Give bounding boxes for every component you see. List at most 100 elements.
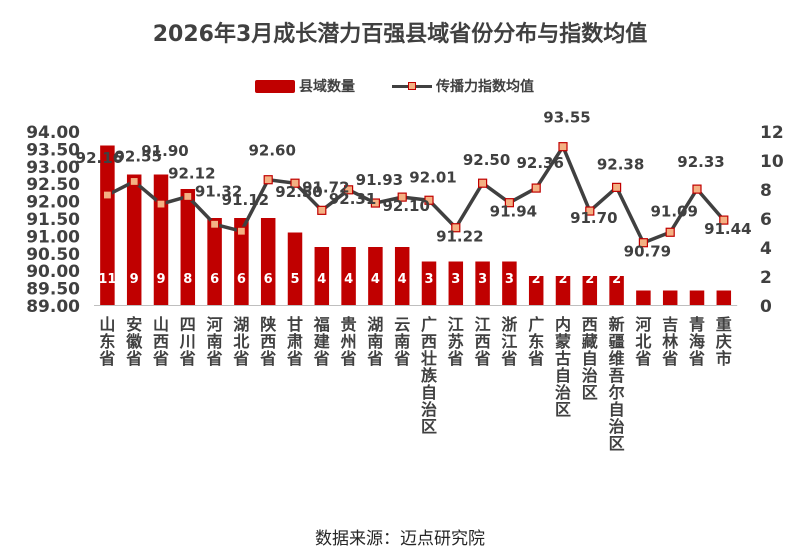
bar xyxy=(100,145,115,305)
bar-value-label: 9 xyxy=(156,272,165,287)
line-point xyxy=(370,198,380,208)
line-point xyxy=(156,199,166,209)
legend-item-line: 传播力指数均值 xyxy=(392,76,534,96)
right-axis-tick-label: 0 xyxy=(760,297,772,317)
bar xyxy=(609,276,624,305)
bar-value-label: 6 xyxy=(237,272,246,287)
bar xyxy=(314,247,330,305)
bar xyxy=(636,290,651,305)
x-tick-label: 甘肃省 xyxy=(286,315,303,368)
bar-value-label: 3 xyxy=(424,272,433,287)
line-point xyxy=(719,215,729,225)
left-axis-tick-label: 91.00 xyxy=(26,227,80,247)
left-axis-tick-label: 92.00 xyxy=(26,193,80,213)
line-point xyxy=(236,226,246,236)
bar xyxy=(287,232,303,305)
bar xyxy=(394,247,410,305)
right-axis-tick-label: 10 xyxy=(760,152,784,172)
bar xyxy=(502,261,517,305)
line-point xyxy=(692,184,702,194)
bar-value-label: 1 xyxy=(666,272,675,287)
x-tick-label: 河南省 xyxy=(206,315,223,368)
legend: 县域数量 传播力指数均值 xyxy=(0,76,800,98)
line-point xyxy=(504,198,514,208)
line-value-label: 93.55 xyxy=(543,109,590,127)
line-value-label: 92.55 xyxy=(114,147,161,165)
bar-value-label: 8 xyxy=(183,272,192,287)
bar-value-label: 2 xyxy=(532,272,541,287)
bar xyxy=(234,218,249,305)
bar-value-label: 3 xyxy=(451,272,460,287)
line-value-label: 90.79 xyxy=(624,243,671,261)
line-point xyxy=(317,205,327,215)
bar xyxy=(582,276,598,305)
line-point xyxy=(638,238,649,248)
bar xyxy=(716,290,732,305)
line-value-label: 92.12 xyxy=(168,164,215,182)
left-axis-tick-label: 93.50 xyxy=(26,140,80,160)
line-point xyxy=(451,223,461,233)
line-value-label: 91.94 xyxy=(490,203,537,221)
bar xyxy=(475,261,490,305)
line-point xyxy=(183,191,193,202)
bar-value-label: 9 xyxy=(130,272,139,287)
bar-value-label: 4 xyxy=(344,272,353,287)
left-axis-tick-label: 91.50 xyxy=(26,210,80,230)
line-point xyxy=(102,190,113,200)
line-value-label: 92.38 xyxy=(597,155,644,173)
legend-line-label: 传播力指数均值 xyxy=(436,79,534,95)
line-value-label: 91.22 xyxy=(436,228,483,246)
bar-value-label: 4 xyxy=(371,272,380,287)
line-value-label: 92.01 xyxy=(409,168,456,186)
line-value-label: 92.33 xyxy=(677,153,724,171)
chart-title: 2026年3月成长潜力百强县域省份分布与指数均值 xyxy=(152,22,648,47)
x-tick-label: 吉林省 xyxy=(661,315,678,368)
left-axis-tick-label: 92.50 xyxy=(26,175,80,195)
x-tick-label: 安徽省 xyxy=(125,315,143,368)
bar-value-label: 4 xyxy=(398,272,407,287)
x-tick-label: 广西壮族自治区 xyxy=(421,315,438,436)
line-point xyxy=(290,178,300,188)
bar xyxy=(368,247,383,305)
line-point xyxy=(129,176,139,187)
x-tick-label: 贵州省 xyxy=(340,315,357,368)
x-tick-label: 云南省 xyxy=(393,315,410,368)
line-point xyxy=(397,192,407,202)
line-value-label: 92.10 xyxy=(382,197,429,215)
x-tick-label: 山西省 xyxy=(152,315,169,368)
line-point xyxy=(558,142,568,152)
x-tick-label: 内蒙古自治区 xyxy=(555,315,571,419)
line-point xyxy=(531,183,541,193)
line-point xyxy=(585,206,595,216)
x-tick-label: 河北省 xyxy=(634,315,651,368)
x-tick-label: 浙江省 xyxy=(500,315,517,368)
left-axis-tick-label: 89.50 xyxy=(26,280,80,300)
bar-value-label: 2 xyxy=(585,272,594,287)
legend-item-bar: 县域数量 xyxy=(255,76,355,96)
x-tick-label: 江西省 xyxy=(474,315,491,368)
x-tick-label: 广东省 xyxy=(527,315,544,368)
bar-value-label: 2 xyxy=(558,272,567,287)
legend-line-swatch xyxy=(392,79,432,93)
bar xyxy=(341,247,356,305)
x-tick-label: 湖北省 xyxy=(232,315,249,368)
right-axis-tick-label: 2 xyxy=(760,268,772,288)
line-value-label: 91.32 xyxy=(195,182,242,200)
bar xyxy=(528,276,544,305)
bar-value-label: 6 xyxy=(210,272,219,287)
line-point xyxy=(611,182,622,192)
x-tick-label: 山东省 xyxy=(98,315,115,368)
chart-plot-area: 94.0093.5093.0092.5092.0091.5091.0090.50… xyxy=(26,109,784,453)
bar xyxy=(689,290,705,305)
line-value-label: 92.50 xyxy=(275,183,322,201)
line-value-label: 91.72 xyxy=(302,178,349,196)
x-tick-label: 湖南省 xyxy=(366,315,383,368)
left-axis-tick-label: 93.00 xyxy=(26,158,80,178)
right-axis-tick-label: 12 xyxy=(760,123,784,143)
line-value-label: 91.44 xyxy=(704,220,751,238)
right-axis-tick-label: 8 xyxy=(760,181,772,201)
bar xyxy=(180,189,196,305)
right-axis-tick-label: 4 xyxy=(760,239,772,259)
x-tick-label: 西藏自治区 xyxy=(582,315,598,402)
bar-value-label: 5 xyxy=(290,272,299,287)
